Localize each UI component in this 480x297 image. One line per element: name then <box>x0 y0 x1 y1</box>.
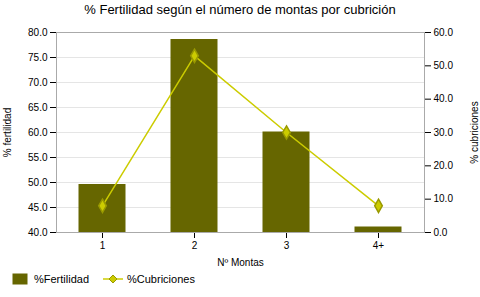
svg-text:2: 2 <box>192 240 198 251</box>
svg-text:60.0: 60.0 <box>28 127 48 138</box>
svg-text:60.0: 60.0 <box>434 27 454 38</box>
svg-text:10.0: 10.0 <box>434 193 454 204</box>
svg-text:80.0: 80.0 <box>28 27 48 38</box>
html-text:% Fertilidad según el número d: % Fertilidad según el número de montas p… <box>84 2 396 17</box>
svg-text:4+: 4+ <box>373 240 385 251</box>
svg-text:45.0: 45.0 <box>28 202 48 213</box>
svg-text:% fertilidad: % fertilidad <box>2 108 13 157</box>
svg-text:Nº Montas: Nº Montas <box>217 257 263 268</box>
svg-text:3: 3 <box>284 240 290 251</box>
svg-text:40.0: 40.0 <box>434 93 454 104</box>
html-text:%Cubriciones: %Cubriciones <box>127 273 195 285</box>
svg-text:70.0: 70.0 <box>28 77 48 88</box>
svg-text:1: 1 <box>100 240 106 251</box>
svg-text:% cubriciones: % cubriciones <box>469 101 480 163</box>
svg-text:0.0: 0.0 <box>434 227 448 238</box>
svg-text:75.0: 75.0 <box>28 52 48 63</box>
svg-text:50.0: 50.0 <box>28 177 48 188</box>
svg-text:30.0: 30.0 <box>434 127 454 138</box>
html-text:%Fertilidad: %Fertilidad <box>34 273 89 285</box>
svg-text:40.0: 40.0 <box>28 227 48 238</box>
svg-text:55.0: 55.0 <box>28 152 48 163</box>
svg-text:20.0: 20.0 <box>434 160 454 171</box>
svg-text:65.0: 65.0 <box>28 102 48 113</box>
svg-text:50.0: 50.0 <box>434 60 454 71</box>
